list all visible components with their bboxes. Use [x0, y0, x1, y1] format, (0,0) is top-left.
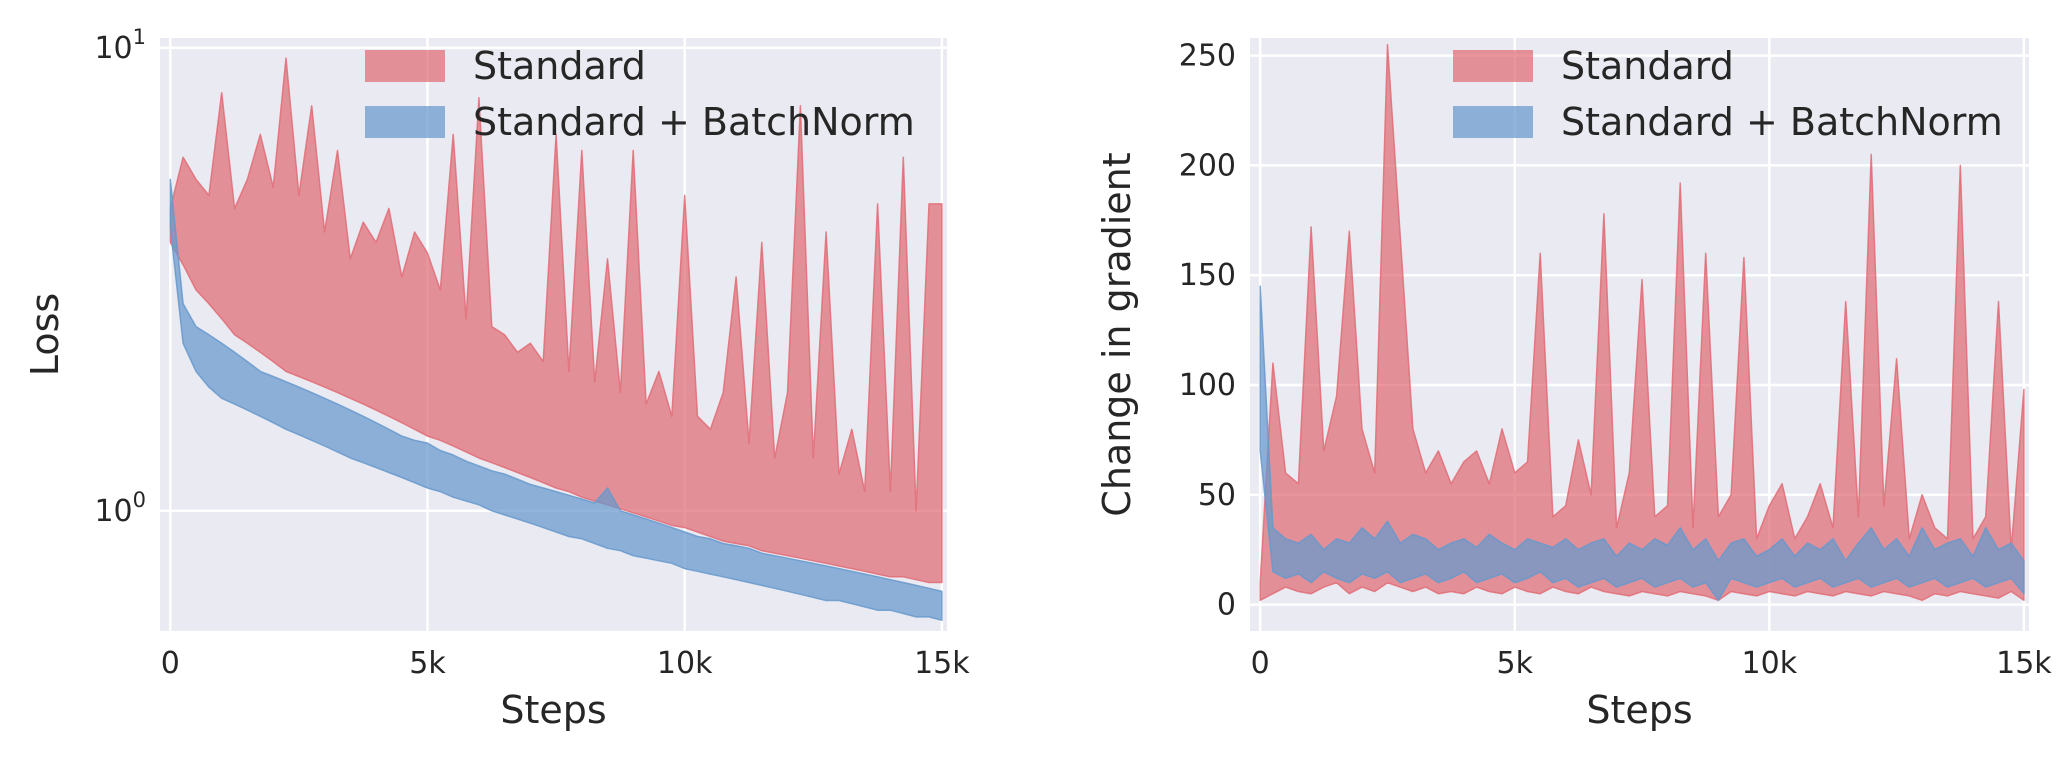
y-tick-label: 0: [1217, 588, 1236, 623]
y-tick-label: 50: [1198, 478, 1236, 513]
x-tick-label: 5k: [1497, 646, 1534, 681]
y-axis-label: Change in gradient: [1095, 152, 1139, 516]
y-axis-label: Loss: [23, 293, 67, 376]
x-tick-label: 10k: [657, 646, 713, 681]
series-standard-band: [1259, 43, 2025, 602]
y-tick-label: 100: [1179, 368, 1236, 403]
gradient-change-chart-panel: 0 5k 10k 15k 0 50 100 150 200 250 Steps Change in g…: [1095, 38, 2052, 732]
y-tick-exponent: 0: [133, 488, 146, 512]
x-axis-label: Steps: [1586, 688, 1692, 732]
legend-swatch-batchnorm: [365, 106, 445, 138]
y-tick-base: 10: [94, 31, 132, 66]
legend-swatch-standard: [365, 50, 445, 82]
legend: Standard Standard + BatchNorm: [1453, 44, 2003, 144]
legend: Standard Standard + BatchNorm: [365, 44, 915, 144]
x-tick-label: 5k: [409, 646, 446, 681]
y-tick-label: 100: [94, 488, 146, 529]
y-tick-exponent: 1: [133, 25, 146, 49]
y-tick-label: 150: [1179, 258, 1236, 293]
x-tick-label: 10k: [1742, 646, 1798, 681]
loss-chart-panel: 0 5k 10k 15k100101StepsLossStandardStandard…: [23, 25, 970, 732]
x-tick-label: 0: [1251, 646, 1270, 681]
legend-label: Standard + BatchNorm: [473, 100, 915, 144]
x-tick-label: 0: [161, 646, 180, 681]
series-standard-band: [169, 57, 943, 584]
x-axis-label: Steps: [500, 688, 606, 732]
legend-label: Standard + BatchNorm: [1561, 100, 2003, 144]
y-tick-label: 101: [94, 25, 146, 66]
y-tick-base: 10: [94, 494, 132, 529]
y-tick-label: 200: [1179, 148, 1236, 183]
series-batchnorm-band: [169, 178, 943, 622]
legend-label: Standard: [1561, 44, 1734, 88]
x-tick-label: 15k: [914, 646, 970, 681]
legend-swatch-batchnorm: [1453, 106, 1533, 138]
y-tick-label: 250: [1179, 39, 1236, 74]
legend-label: Standard: [473, 44, 646, 88]
legend-swatch-standard: [1453, 50, 1533, 82]
series-batchnorm-band: [1259, 285, 2025, 602]
x-tick-label: 15k: [1996, 646, 2052, 681]
